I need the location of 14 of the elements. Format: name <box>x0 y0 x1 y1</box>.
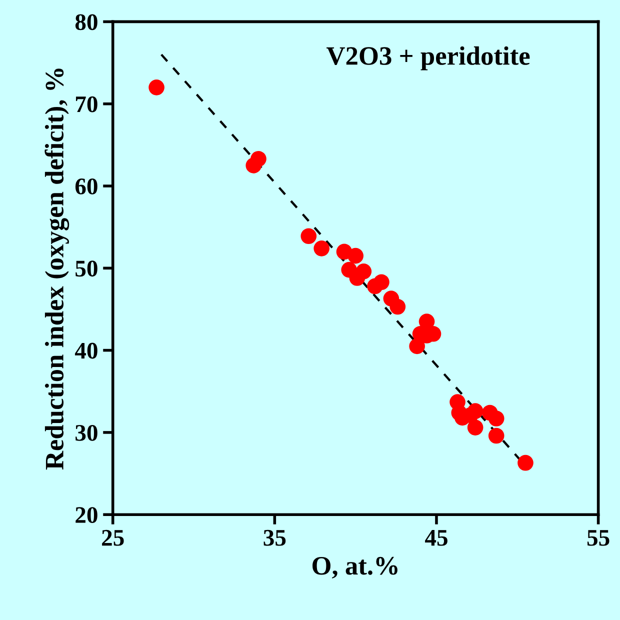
y-tick-label: 30 <box>76 424 98 441</box>
x-axis-title: O, at.% <box>312 556 398 579</box>
x-tick-label: 55 <box>587 530 610 546</box>
x-tick-label: 45 <box>425 530 448 546</box>
y-tick-label: 50 <box>76 260 98 277</box>
y-tick-label: 70 <box>76 96 98 112</box>
y-tick-label: 20 <box>76 507 98 524</box>
x-tick-label: 35 <box>264 530 286 546</box>
x-tick-label: 25 <box>102 530 124 546</box>
y-tick-label: 80 <box>75 14 98 30</box>
y-tick-label: 60 <box>75 178 98 194</box>
y-tick-label: 40 <box>74 342 98 359</box>
annotation: V2O3 + peridotite <box>326 46 530 70</box>
y-axis-title: Reduction index (oxygen deficit), % <box>44 68 70 470</box>
